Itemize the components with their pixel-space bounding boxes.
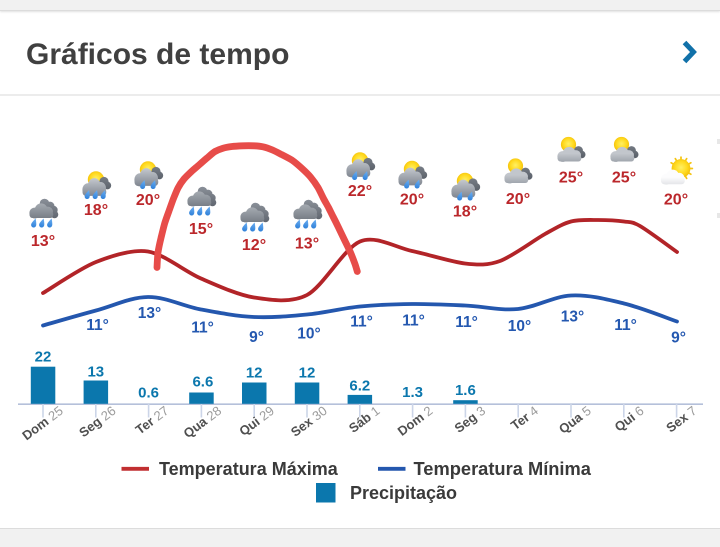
svg-text:9°: 9° bbox=[249, 329, 264, 346]
svg-text:25°: 25° bbox=[559, 170, 583, 187]
svg-text:12°: 12° bbox=[242, 237, 266, 254]
svg-text:Qui 29: Qui 29 bbox=[236, 403, 277, 439]
svg-text:13°: 13° bbox=[138, 305, 161, 322]
svg-text:Temperatura Mínima: Temperatura Mínima bbox=[414, 458, 592, 479]
svg-text:18°: 18° bbox=[84, 202, 108, 219]
svg-text:20°: 20° bbox=[664, 192, 688, 209]
svg-text:11°: 11° bbox=[614, 317, 637, 334]
svg-text:15°: 15° bbox=[189, 221, 213, 238]
svg-text:10°: 10° bbox=[508, 318, 531, 335]
svg-text:Sáb 1: Sáb 1 bbox=[346, 403, 383, 436]
svg-text:10°: 10° bbox=[297, 326, 320, 343]
svg-text:Seg 26: Seg 26 bbox=[76, 403, 119, 440]
svg-text:12: 12 bbox=[299, 364, 316, 381]
svg-text:1.3: 1.3 bbox=[402, 384, 423, 401]
svg-text:20°: 20° bbox=[400, 192, 424, 209]
svg-text:Precipitação: Precipitação bbox=[350, 483, 457, 503]
svg-text:20°: 20° bbox=[136, 192, 160, 209]
svg-text:6.2: 6.2 bbox=[349, 377, 370, 394]
svg-text:20°: 20° bbox=[506, 191, 530, 208]
svg-text:11°: 11° bbox=[350, 314, 373, 331]
svg-text:Temperatura Máxima: Temperatura Máxima bbox=[159, 459, 339, 479]
svg-text:13°: 13° bbox=[295, 236, 319, 253]
svg-text:Qua 28: Qua 28 bbox=[181, 403, 225, 441]
svg-text:13°: 13° bbox=[561, 309, 584, 326]
svg-text:22°: 22° bbox=[348, 183, 372, 200]
svg-text:9°: 9° bbox=[671, 330, 686, 347]
svg-text:13°: 13° bbox=[31, 233, 55, 250]
svg-text:1.6: 1.6 bbox=[455, 382, 476, 399]
svg-text:11°: 11° bbox=[455, 314, 478, 331]
svg-text:13: 13 bbox=[87, 364, 104, 381]
svg-text:Seg 3: Seg 3 bbox=[451, 403, 488, 436]
svg-text:11°: 11° bbox=[191, 320, 214, 337]
svg-text:Ter 4: Ter 4 bbox=[508, 403, 541, 433]
svg-text:Sex 7: Sex 7 bbox=[663, 403, 699, 435]
svg-text:18°: 18° bbox=[453, 204, 477, 221]
svg-text:Sex 30: Sex 30 bbox=[288, 403, 330, 440]
svg-text:Qui 6: Qui 6 bbox=[612, 403, 647, 435]
svg-text:Ter 27: Ter 27 bbox=[133, 403, 172, 437]
svg-text:22: 22 bbox=[35, 349, 52, 366]
svg-text:Dom 2: Dom 2 bbox=[395, 403, 436, 439]
svg-text:11°: 11° bbox=[86, 317, 109, 334]
svg-text:6.6: 6.6 bbox=[192, 374, 213, 391]
svg-text:Qua 5: Qua 5 bbox=[556, 403, 594, 437]
svg-text:0.6: 0.6 bbox=[138, 385, 159, 402]
svg-text:12: 12 bbox=[246, 364, 263, 381]
svg-text:25°: 25° bbox=[612, 170, 636, 187]
svg-text:11°: 11° bbox=[402, 313, 425, 330]
